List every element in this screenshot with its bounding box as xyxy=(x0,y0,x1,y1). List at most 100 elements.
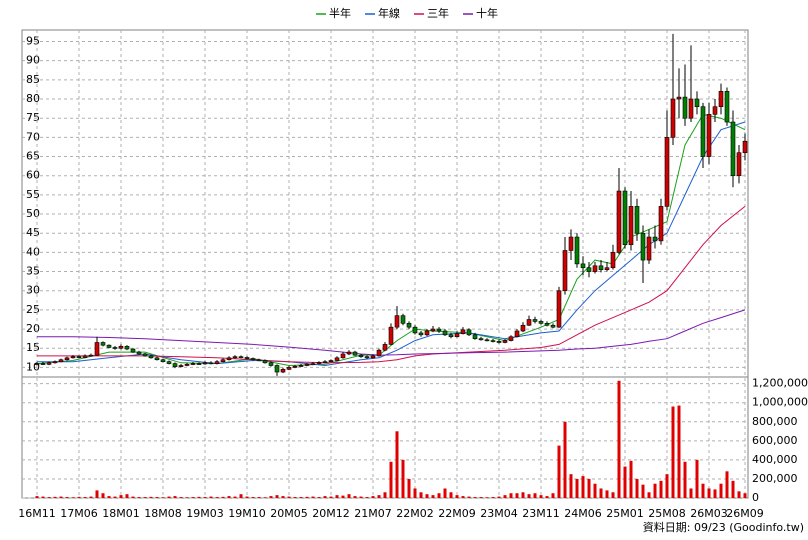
candle-body xyxy=(622,190,628,246)
volume-bar xyxy=(725,471,729,498)
volume-bar xyxy=(113,496,117,498)
volume-bar xyxy=(293,497,297,498)
volume-bar xyxy=(473,497,477,498)
candle-body xyxy=(328,360,334,362)
volume-bar xyxy=(479,497,483,498)
candle-body xyxy=(340,353,346,359)
volume-bar xyxy=(263,497,267,498)
candle-body xyxy=(430,328,436,332)
x-tick-label: 24M06 xyxy=(564,507,602,520)
volume-bar xyxy=(143,497,147,498)
y-tick-label: 85 xyxy=(26,73,40,86)
candle-body xyxy=(142,353,148,357)
volume-bar xyxy=(665,474,669,498)
candle-body xyxy=(256,359,262,362)
volume-bar xyxy=(323,496,327,498)
candle-body xyxy=(688,98,694,119)
candle-body xyxy=(88,354,94,357)
volume-bar xyxy=(59,496,63,498)
volume-bar xyxy=(347,494,351,498)
volume-bar xyxy=(227,496,231,498)
y-tick-label: 40 xyxy=(26,245,40,258)
candle-body xyxy=(556,290,562,328)
candle-body xyxy=(724,91,730,123)
volume-bar xyxy=(341,495,345,498)
candle-body xyxy=(124,346,130,350)
candle-body xyxy=(532,319,538,322)
x-tick-label: 26M09 xyxy=(726,507,764,520)
candle-body xyxy=(160,359,166,362)
candle-body xyxy=(244,357,250,359)
volume-bar xyxy=(203,497,207,498)
candle-body xyxy=(172,363,178,367)
volume-bar xyxy=(161,497,165,498)
volume-bar xyxy=(353,496,357,498)
candle-body xyxy=(484,339,490,342)
candle-body xyxy=(64,357,70,361)
y-tick-label: 80 xyxy=(26,92,40,105)
candle-body xyxy=(274,365,280,373)
candle-body xyxy=(250,358,256,361)
candle-body xyxy=(628,206,634,246)
volume-bar xyxy=(257,497,261,498)
candle-body xyxy=(286,367,292,370)
volume-bar xyxy=(287,496,291,498)
candle-body xyxy=(652,236,658,242)
candle-body xyxy=(586,267,592,272)
volume-bar xyxy=(251,497,255,498)
volume-bar xyxy=(509,493,513,498)
volume-bar xyxy=(245,496,249,498)
y-tick-label: 95 xyxy=(26,35,40,48)
candle-body xyxy=(280,369,286,373)
candle-body xyxy=(352,351,358,356)
x-tick-label: 25M01 xyxy=(606,507,644,520)
volume-bar xyxy=(629,460,633,498)
volume-bar xyxy=(491,497,495,498)
volume-bar xyxy=(401,459,405,498)
y-tick-label: 60 xyxy=(26,169,40,182)
x-tick-label: 23M11 xyxy=(522,507,560,520)
volume-bar xyxy=(149,496,153,498)
volume-bar xyxy=(101,493,105,498)
candle-body xyxy=(94,342,100,356)
candle-body xyxy=(406,323,412,328)
volume-bar xyxy=(707,488,711,498)
candle-body xyxy=(604,267,610,270)
volume-bar xyxy=(383,492,387,498)
candle-body xyxy=(424,330,430,336)
candle-body xyxy=(148,355,154,359)
volume-bar xyxy=(311,496,315,498)
candle-body xyxy=(676,96,682,100)
candle-body xyxy=(100,342,106,346)
volume-bar xyxy=(413,488,417,498)
candle-body xyxy=(736,152,742,177)
candle-body xyxy=(658,206,664,242)
candle-body xyxy=(526,319,532,326)
candle-body xyxy=(166,361,172,364)
candle-body xyxy=(700,106,706,157)
candle-body xyxy=(310,363,316,365)
candle-body xyxy=(592,265,598,272)
volume-bar xyxy=(593,483,597,498)
volume-bar xyxy=(647,492,651,498)
volume-bar xyxy=(155,497,159,498)
candle-body xyxy=(364,356,370,359)
candle-body xyxy=(712,106,718,115)
candle-body xyxy=(358,354,364,357)
volume-bar xyxy=(641,484,645,498)
candle-body xyxy=(238,356,244,358)
candle-body xyxy=(334,357,340,361)
candle-body xyxy=(454,333,460,338)
volume-bar xyxy=(635,478,639,498)
source-note: 資料日期: 09/23 (Goodinfo.tw) xyxy=(643,520,804,534)
volume-bar xyxy=(269,496,273,498)
volume-bar xyxy=(167,496,171,498)
candle-body xyxy=(580,263,586,269)
y-tick-label: 90 xyxy=(26,54,40,67)
volume-bar xyxy=(455,495,459,498)
candle-body xyxy=(388,326,394,345)
volume-bar xyxy=(131,496,135,498)
x-tick-label: 25M08 xyxy=(648,507,686,520)
volume-bar xyxy=(371,496,375,498)
